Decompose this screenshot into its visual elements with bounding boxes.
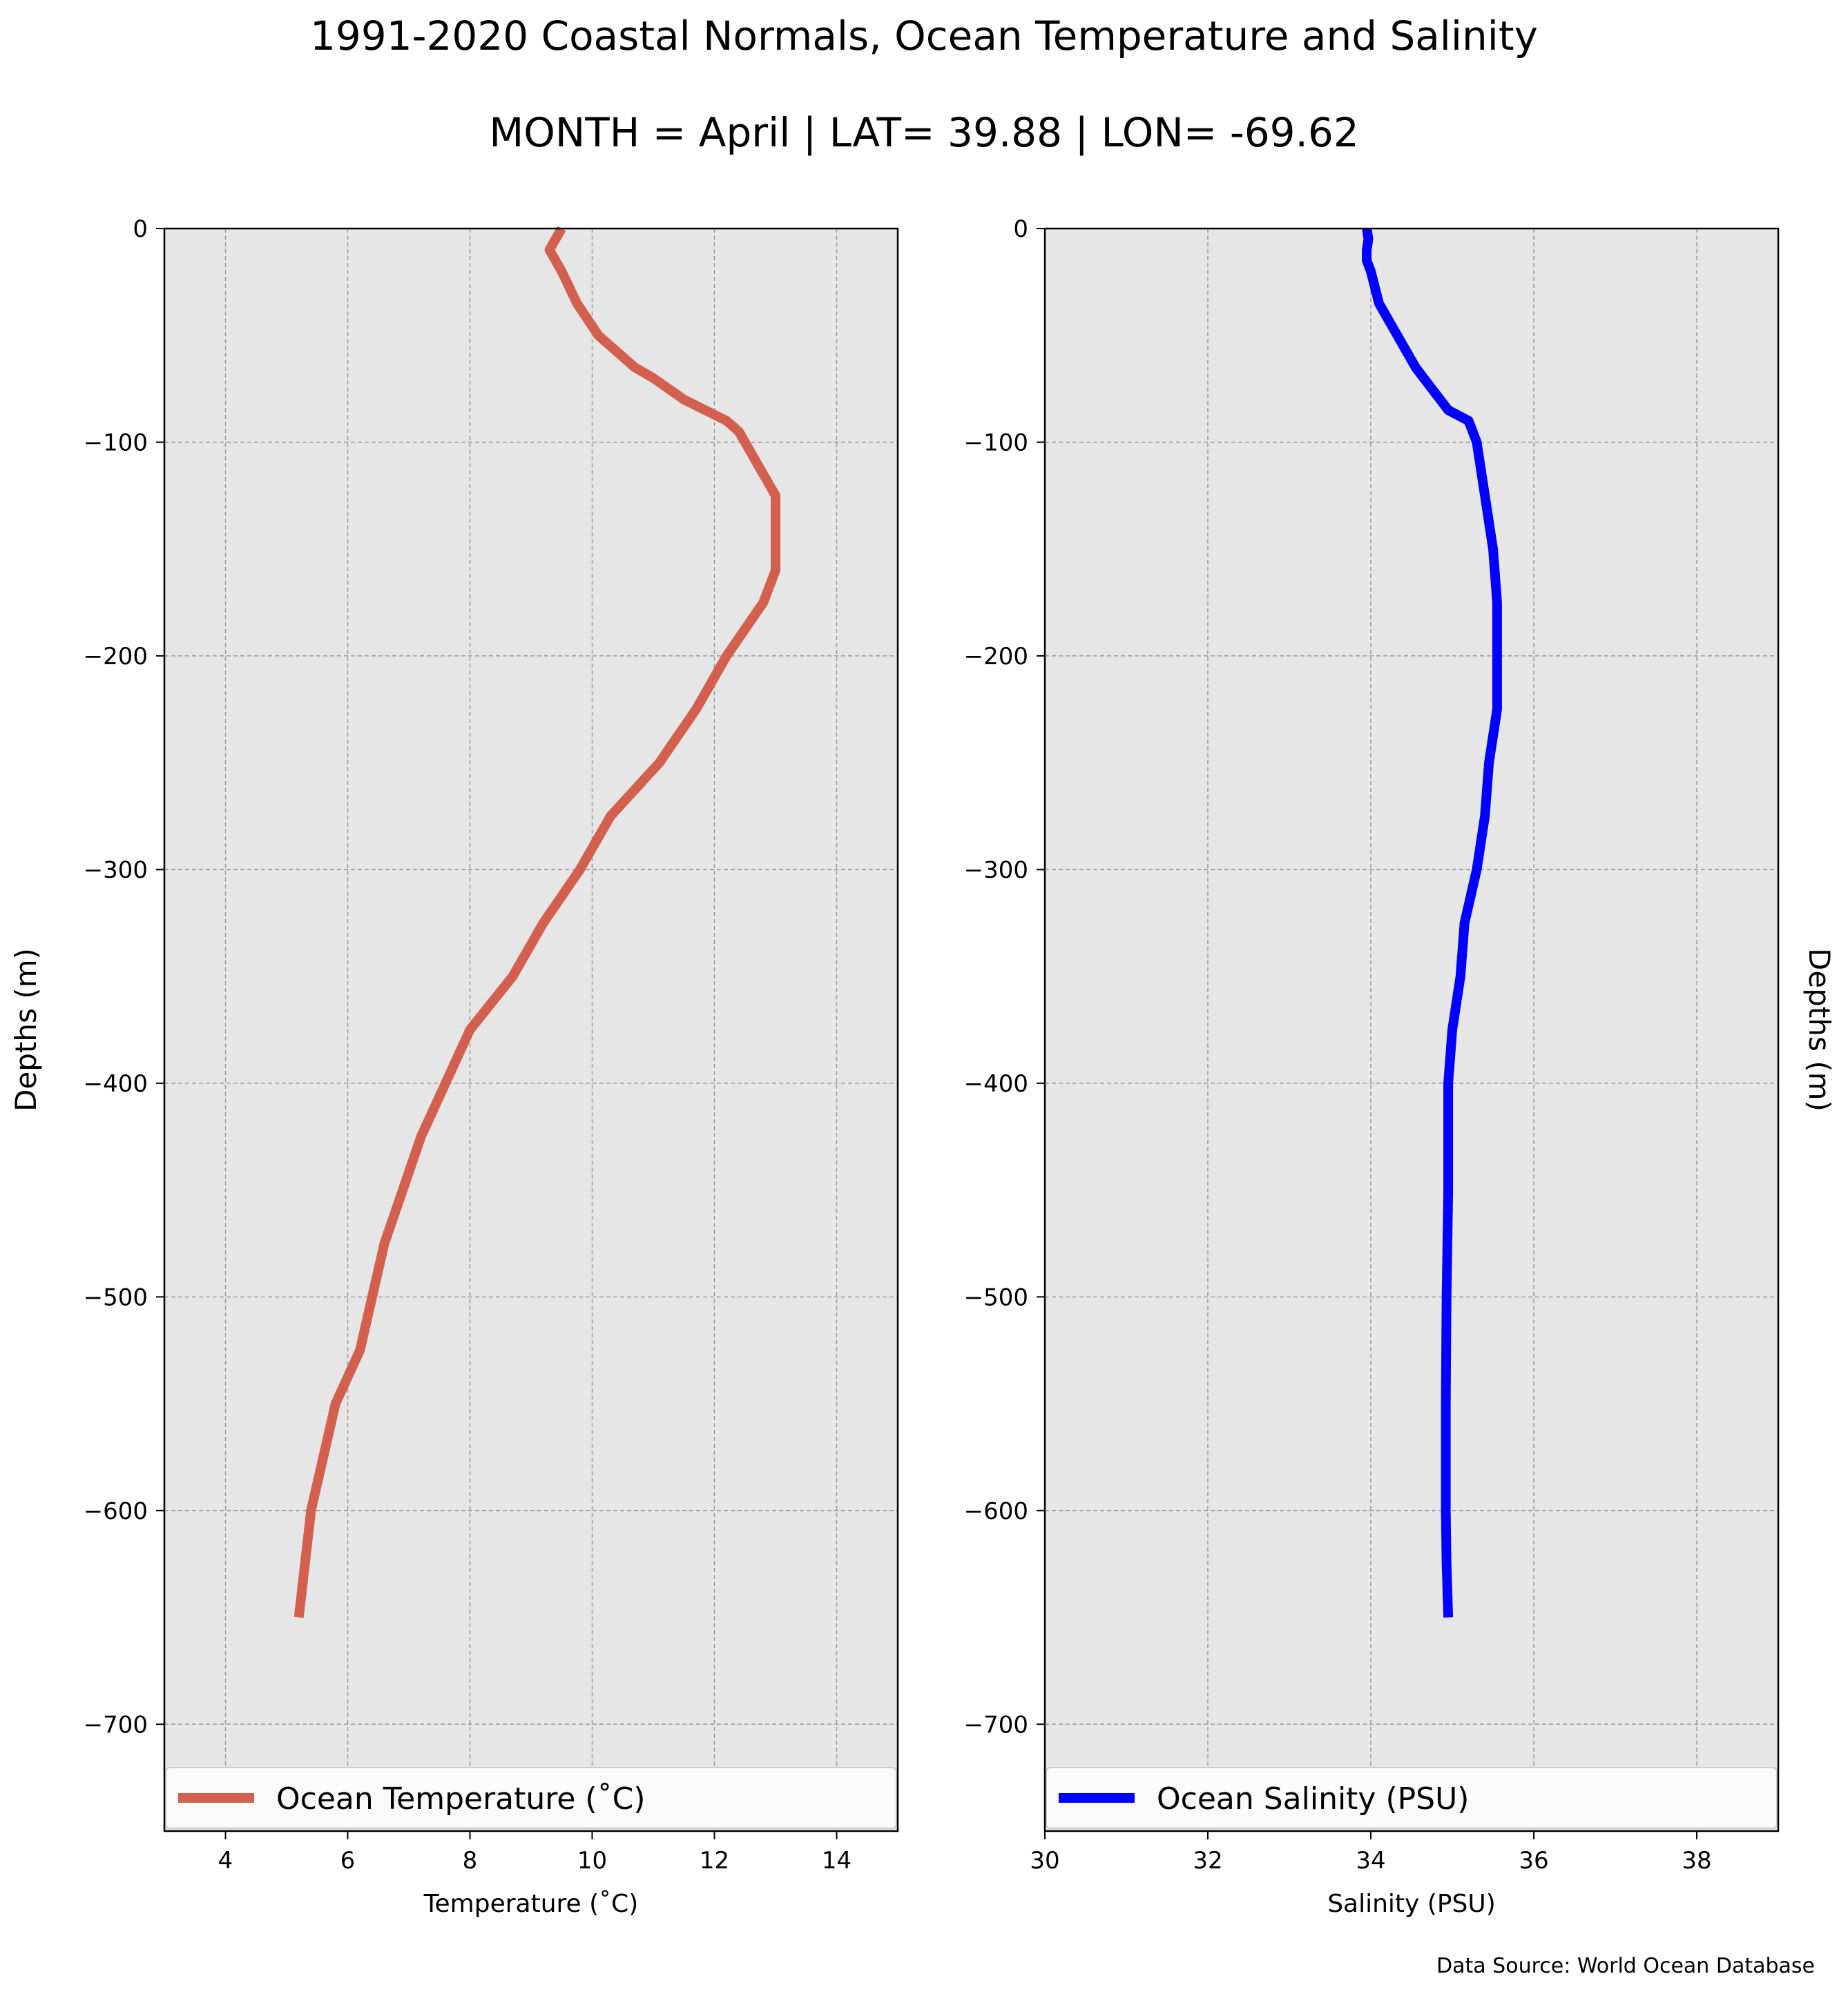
salinity-ytick-label-2: −200 — [964, 643, 1028, 670]
temperature-ytick-label-7: −700 — [84, 1711, 148, 1739]
salinity-yaxis-label: Depths (m) — [1802, 948, 1836, 1112]
salinity-ytick-label-0: 0 — [1013, 215, 1028, 243]
figure-title: 1991-2020 Coastal Normals, Ocean Tempera… — [310, 12, 1538, 59]
temperature-plot-frame — [163, 227, 899, 1832]
salinity-plot-background — [1045, 229, 1778, 1831]
data-source-note: Data Source: World Ocean Database — [1436, 1954, 1815, 1978]
figure-subtitle: MONTH = April | LAT= 39.88 | LON= -69.62 — [489, 109, 1359, 156]
salinity-legend-label-0: Ocean Salinity (PSU) — [1157, 1781, 1469, 1817]
temperature-ytick-label-1: −100 — [84, 429, 148, 456]
temperature-series-line-0 — [293, 226, 780, 1618]
salinity-plot-frame — [1043, 227, 1780, 1832]
temperature-xtick-label-3: 10 — [577, 1847, 607, 1875]
temperature-ytick-label-5: −500 — [84, 1284, 148, 1311]
salinity-ytick-label-6: −600 — [964, 1498, 1028, 1525]
salinity-xtick-label-3: 36 — [1519, 1847, 1548, 1875]
temperature-ytick-label-4: −400 — [84, 1070, 148, 1098]
salinity-xtick-label-1: 32 — [1193, 1847, 1222, 1875]
temperature-yaxis-label: Depths (m) — [9, 948, 43, 1112]
temperature-xtick-label-4: 12 — [700, 1847, 729, 1875]
salinity-series-line-0 — [1362, 227, 1502, 1618]
salinity-ytick-label-7: −700 — [964, 1711, 1028, 1739]
temperature-ytick-label-6: −600 — [84, 1498, 148, 1525]
salinity-xtick-label-0: 30 — [1030, 1847, 1059, 1875]
temperature-ytick-label-2: −200 — [84, 643, 148, 670]
salinity-legend-box — [1046, 1767, 1778, 1829]
temperature-xaxis-label: Temperature (˚C) — [423, 1890, 639, 1918]
salinity-ytick-label-5: −500 — [964, 1284, 1028, 1311]
temperature-xtick-label-5: 14 — [822, 1847, 851, 1875]
salinity-ytick-label-1: −100 — [964, 429, 1028, 456]
temperature-xtick-label-1: 6 — [340, 1847, 356, 1875]
salinity-xtick-label-2: 34 — [1356, 1847, 1385, 1875]
temperature-xtick-label-2: 8 — [463, 1847, 478, 1875]
temperature-xtick-label-0: 4 — [218, 1847, 233, 1875]
salinity-ytick-label-3: −300 — [964, 856, 1028, 884]
temperature-ytick-label-0: 0 — [133, 215, 148, 243]
temperature-ytick-label-3: −300 — [84, 856, 148, 884]
salinity-ytick-label-4: −400 — [964, 1070, 1028, 1098]
salinity-xtick-label-4: 38 — [1682, 1847, 1711, 1875]
temperature-legend-label-0: Ocean Temperature (˚C) — [276, 1781, 646, 1817]
temperature-plot-background — [164, 229, 898, 1831]
temperature-legend-box — [165, 1767, 897, 1829]
salinity-xaxis-label: Salinity (PSU) — [1327, 1890, 1496, 1918]
